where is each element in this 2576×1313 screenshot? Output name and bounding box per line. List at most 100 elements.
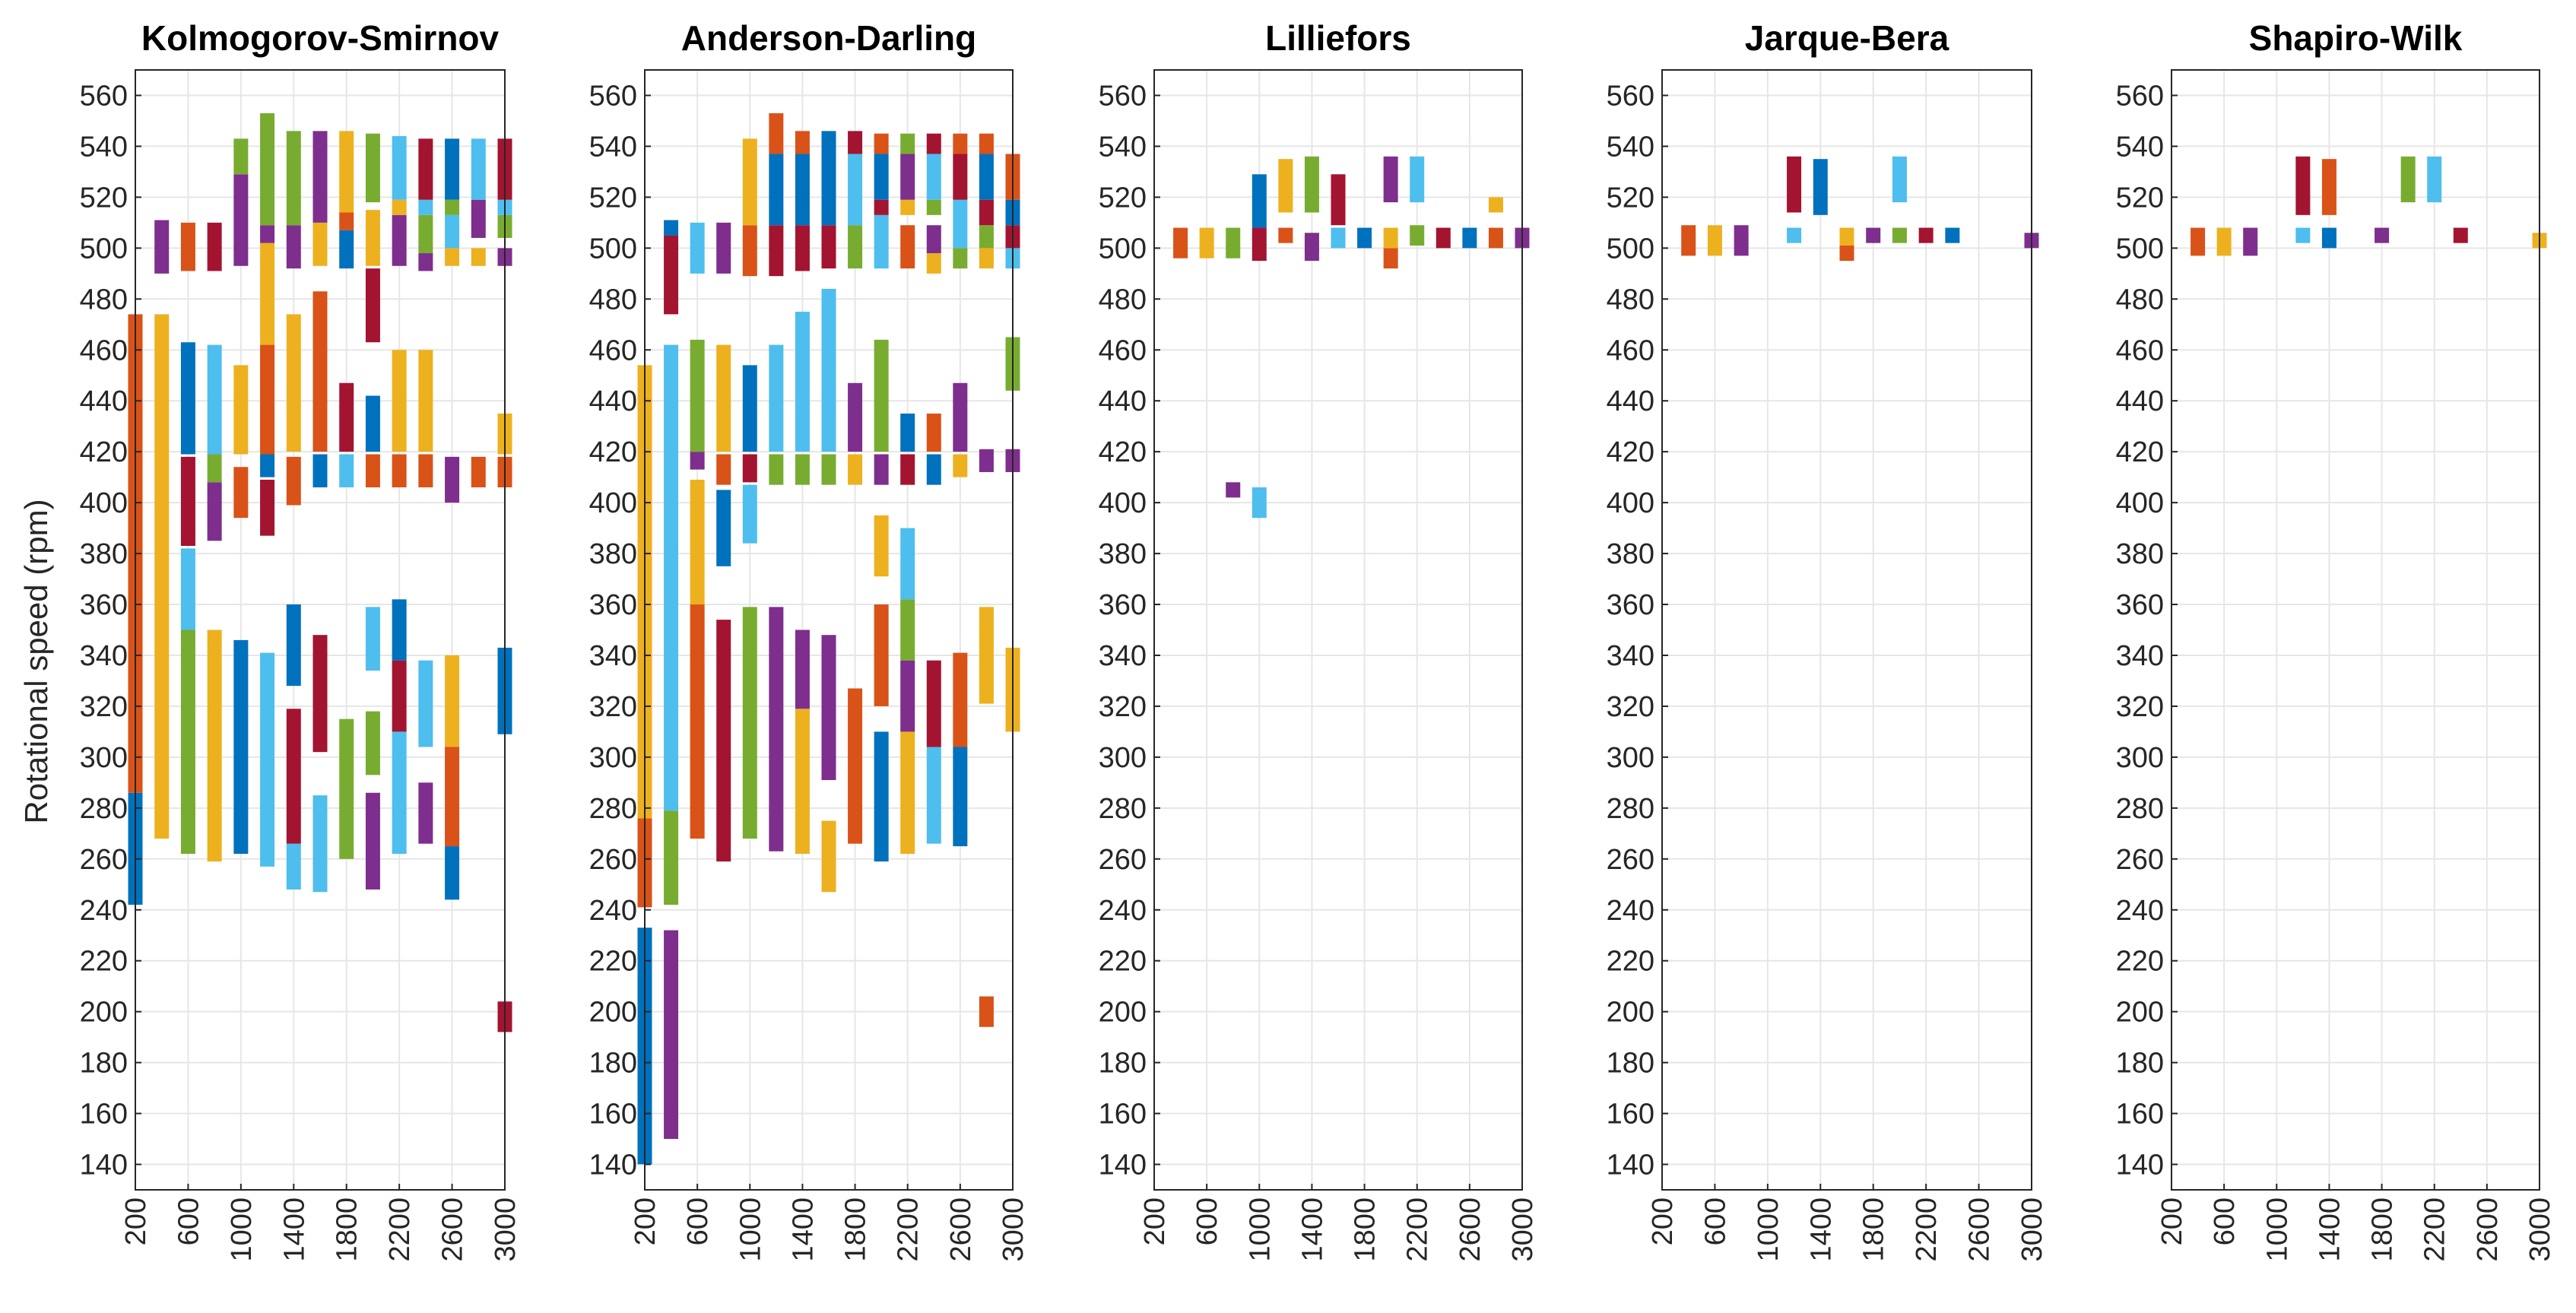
- data-bar: [1839, 245, 1854, 262]
- x-tick-label: 3000: [998, 1197, 1029, 1262]
- axes-box: [135, 69, 506, 1191]
- data-bar: [260, 344, 275, 455]
- y-tick-label: 280: [1607, 793, 1654, 825]
- y-tick-label: 520: [589, 182, 637, 214]
- x-tick-label: 3000: [490, 1197, 522, 1262]
- data-bar: [286, 456, 301, 506]
- data-bar: [365, 607, 380, 671]
- data-bar: [418, 214, 433, 254]
- data-bar: [312, 131, 328, 223]
- data-bar: [418, 454, 433, 488]
- data-bar: [233, 365, 249, 455]
- y-tick-label: 380: [2116, 538, 2164, 570]
- data-bar: [926, 747, 941, 844]
- x-tick-label: 2200: [384, 1197, 416, 1262]
- y-tick-label: 420: [1099, 436, 1147, 468]
- data-bar: [716, 222, 731, 274]
- y-tick-label: 540: [1607, 131, 1654, 163]
- y-tick-label: 460: [589, 335, 637, 366]
- data-bar: [471, 456, 486, 488]
- data-bar: [445, 747, 460, 847]
- y-tick-label: 420: [80, 436, 128, 468]
- y-tick-label: 540: [1099, 131, 1147, 163]
- y-tick-label: 440: [2116, 385, 2164, 417]
- y-tick-label: 160: [80, 1099, 128, 1131]
- data-bar: [365, 454, 380, 488]
- data-bar: [418, 253, 433, 271]
- data-bar: [664, 810, 679, 905]
- data-bar: [979, 449, 994, 472]
- data-bar: [900, 660, 915, 732]
- y-tick-label: 180: [80, 1048, 128, 1080]
- y-tick-label: 560: [80, 80, 128, 112]
- data-bar: [953, 154, 968, 200]
- data-bar: [286, 314, 301, 452]
- y-tick-label: 160: [2116, 1099, 2164, 1131]
- data-bar: [445, 456, 460, 503]
- data-bar: [900, 133, 915, 154]
- data-bar: [795, 630, 810, 709]
- data-bar: [900, 454, 915, 485]
- y-tick-label: 420: [589, 436, 637, 468]
- data-bar: [769, 154, 784, 226]
- y-tick-label: 320: [1099, 691, 1147, 723]
- y-tick-label: 400: [2116, 487, 2164, 519]
- data-bar: [418, 350, 433, 452]
- data-bar: [848, 382, 863, 452]
- y-tick-label: 380: [1099, 538, 1147, 570]
- x-tick-label: 600: [1699, 1197, 1731, 1245]
- data-bar: [664, 235, 679, 315]
- data-bar: [979, 133, 994, 154]
- y-tick-label: 200: [589, 997, 637, 1029]
- data-bar: [1278, 227, 1293, 243]
- y-tick-label: 340: [1099, 640, 1147, 672]
- data-bar: [1383, 248, 1398, 269]
- data-bar: [1304, 233, 1319, 262]
- y-tick-label: 360: [80, 589, 128, 621]
- data-bar: [180, 548, 195, 630]
- data-bar: [445, 248, 460, 266]
- y-tick-label: 280: [1099, 793, 1147, 825]
- data-bar: [286, 225, 301, 269]
- data-bar: [874, 515, 889, 577]
- chart-panel: 140 160 180 200 220 240 260 280 300 320 340 360 380 4…: [1607, 18, 2048, 1262]
- y-tick-label: 560: [1099, 80, 1147, 112]
- x-tick-label: 2600: [2472, 1197, 2504, 1262]
- chart-panel: 140 160 180 200 220 240 260 280 300 320 340 360 380 4…: [2116, 18, 2556, 1262]
- data-bar: [742, 138, 757, 226]
- data-bar: [795, 312, 810, 452]
- panels: 140 160 180 200 220 240 260 280 300 320 340 360 380 4…: [80, 18, 2556, 1262]
- axes-box: [644, 69, 1014, 1191]
- y-tick-label: 520: [1099, 182, 1147, 214]
- data-bar: [953, 747, 968, 847]
- data-bar: [260, 243, 275, 345]
- data-bar: [1410, 156, 1425, 203]
- y-tick-label: 480: [80, 284, 128, 316]
- data-bar: [1488, 227, 1503, 249]
- axes-box: [2171, 69, 2540, 1191]
- y-tick-label: 340: [2116, 640, 2164, 672]
- data-bar: [1918, 227, 1934, 243]
- data-bar: [260, 652, 275, 867]
- data-bar: [392, 214, 407, 266]
- data-bar: [445, 655, 460, 747]
- axes-box: [1661, 69, 2032, 1191]
- data-bar: [260, 225, 275, 243]
- axes-box: [1153, 69, 1523, 1191]
- y-tick-label: 220: [589, 946, 637, 978]
- y-tick-label: 320: [589, 691, 637, 723]
- y-tick-label: 520: [1607, 182, 1654, 214]
- y-tick-label: 140: [589, 1150, 637, 1181]
- y-tick-label: 320: [80, 691, 128, 723]
- data-bar: [339, 212, 354, 230]
- y-tick-label: 300: [589, 742, 637, 774]
- data-bar: [445, 214, 460, 249]
- data-bar: [926, 413, 941, 452]
- y-tick-label: 380: [80, 538, 128, 570]
- data-bar: [418, 660, 433, 747]
- data-bar: [848, 131, 863, 154]
- y-tick-label: 360: [1099, 589, 1147, 621]
- data-bar: [339, 454, 354, 488]
- data-bar: [365, 268, 380, 343]
- x-tick-label: 3000: [2524, 1197, 2556, 1262]
